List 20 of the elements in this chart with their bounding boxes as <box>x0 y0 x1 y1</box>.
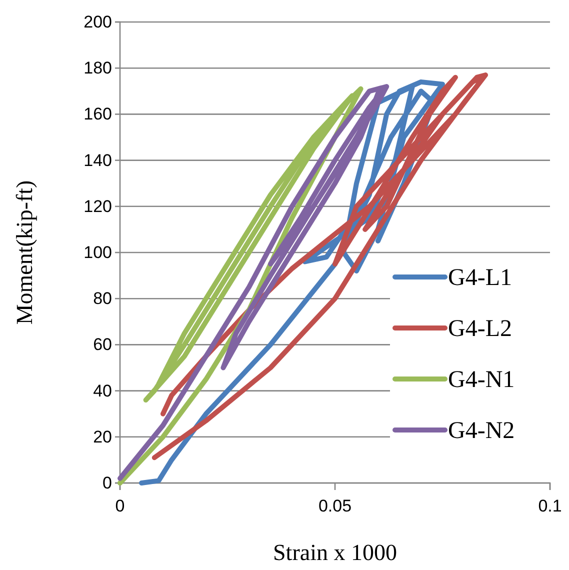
y-tick-label: 80 <box>93 289 112 308</box>
y-tick-label: 180 <box>84 58 112 78</box>
y-tick-label: 140 <box>84 150 112 170</box>
y-tick-label: 60 <box>93 335 112 354</box>
y-tick-label: 40 <box>93 381 112 400</box>
x-tick-label: 0.1 <box>538 496 562 516</box>
legend-label: G4-L1 <box>448 265 512 291</box>
y-tick-label: 200 <box>84 12 112 32</box>
y-tick-label: 0 <box>102 473 112 492</box>
legend-label: G4-N1 <box>448 367 515 393</box>
x-axis-title: Strain x 1000 <box>273 540 397 565</box>
y-tick-label: 20 <box>93 427 112 446</box>
y-tick-label: 100 <box>84 242 112 262</box>
x-tick-label: 0 <box>115 496 125 516</box>
y-tick-label: 120 <box>84 196 112 216</box>
y-tick-label: 160 <box>84 104 112 124</box>
y-axis-title: Moment(kip-ft) <box>12 180 37 325</box>
x-tick-label: 0.05 <box>318 496 352 516</box>
legend-label: G4-N2 <box>448 418 515 444</box>
legend-label: G4-L2 <box>448 316 512 342</box>
